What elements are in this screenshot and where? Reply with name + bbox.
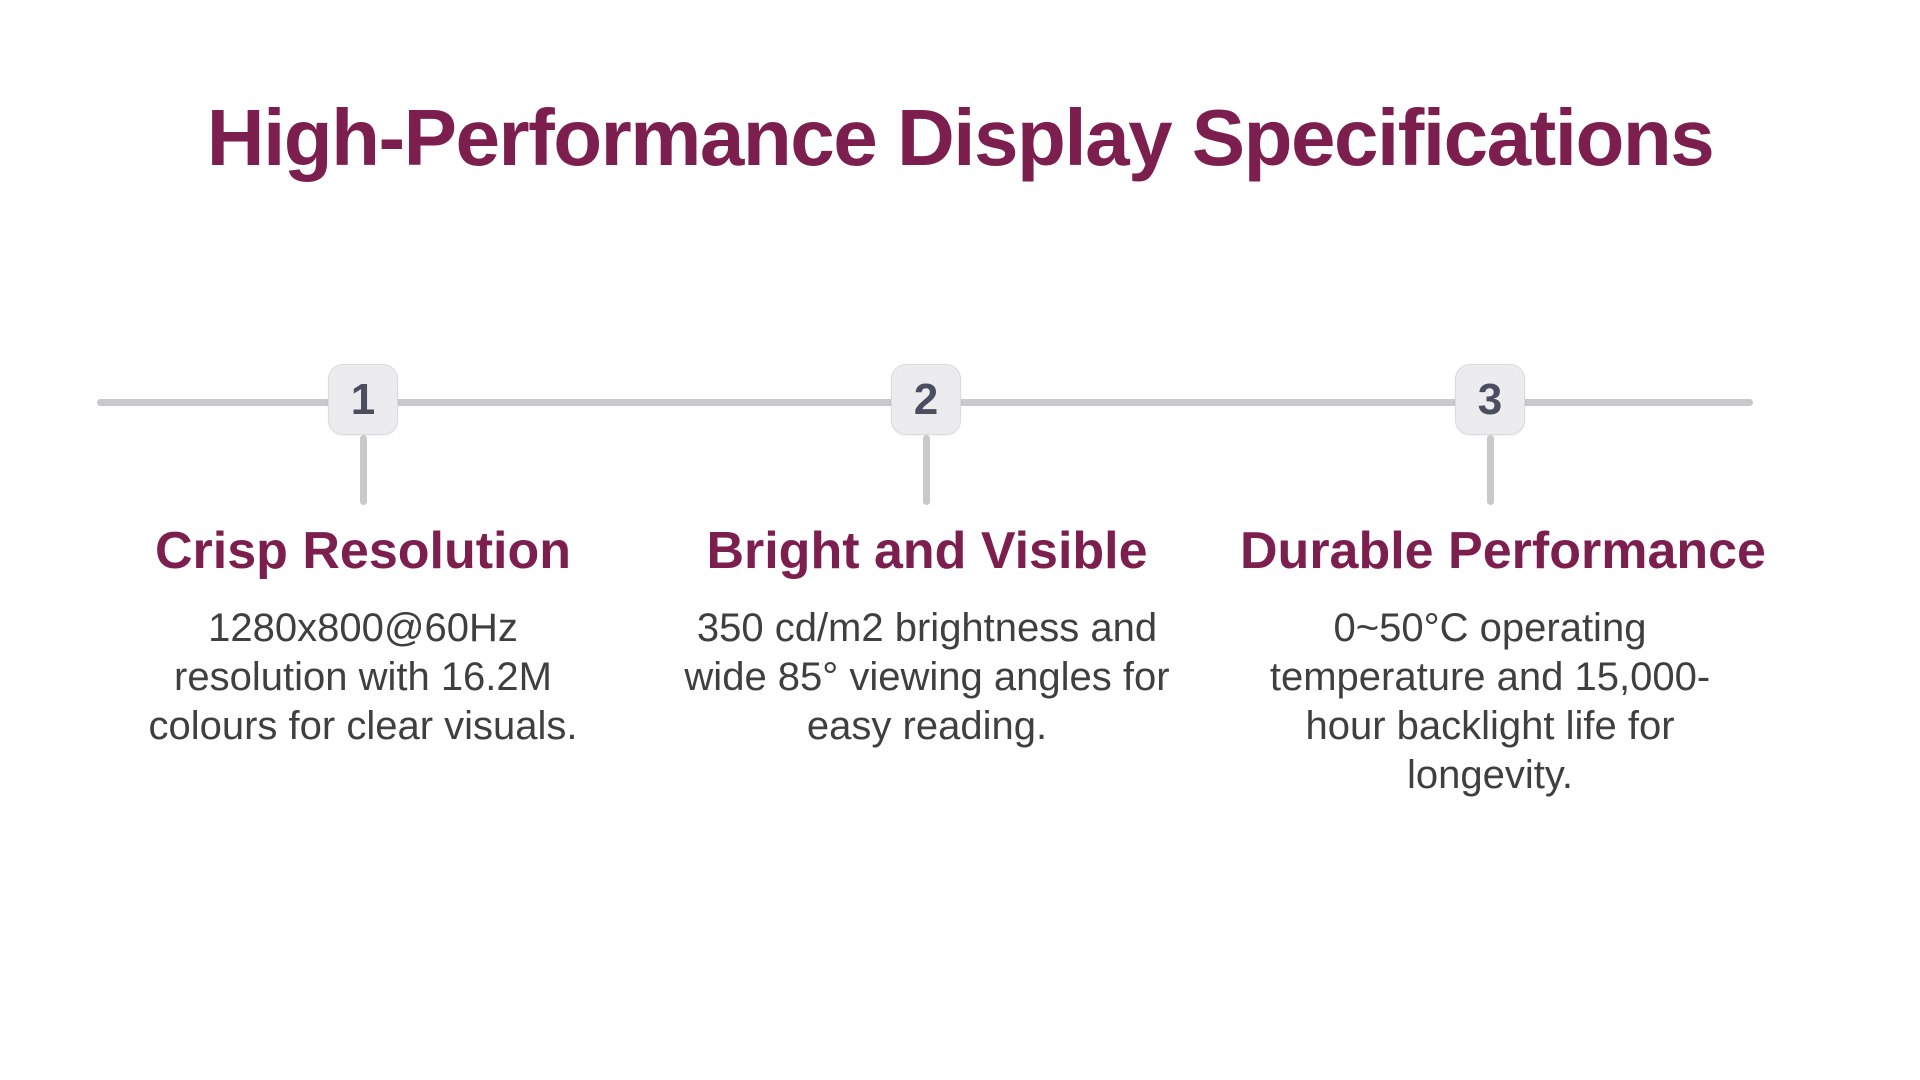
step-1-column: Crisp Resolution 1280x800@60Hz resolutio…	[113, 522, 613, 751]
step-1-connector-line	[360, 435, 367, 505]
step-1-description-line: colours for clear visuals.	[148, 703, 578, 748]
step-3-number: 3	[1477, 374, 1503, 424]
step-3-heading: Durable Performance	[1240, 522, 1766, 580]
step-1-description-line: resolution with 16.2M	[174, 654, 552, 699]
step-1-number: 1	[350, 374, 376, 424]
step-3-description-line: 0~50°C operating	[1333, 605, 1647, 650]
step-3-description-line: longevity.	[1406, 752, 1573, 797]
step-1-description-line: 1280x800@60Hz	[208, 605, 518, 650]
step-2-heading: Bright and Visible	[706, 522, 1148, 580]
page-title: High-Performance Display Specifications	[206, 93, 1715, 182]
step-1-description: 1280x800@60Hz resolution with 16.2M colo…	[113, 604, 613, 751]
step-2-connector-line	[923, 435, 930, 505]
step-3-column: Durable Performance 0~50°C operating tem…	[1240, 522, 1766, 800]
step-3-description-line: hour backlight life for	[1305, 703, 1675, 748]
step-3-description-line: temperature and 15,000-	[1269, 654, 1711, 699]
step-2-number: 2	[913, 374, 939, 424]
step-1-badge: 1	[328, 364, 398, 435]
step-2-column: Bright and Visible 350 cd/m2 brightness …	[677, 522, 1177, 751]
step-2-description: 350 cd/m2 brightness and wide 85° viewin…	[677, 604, 1177, 751]
step-3-badge: 3	[1455, 364, 1525, 435]
step-2-description-line: 350 cd/m2 brightness and	[696, 605, 1158, 650]
step-3-description: 0~50°C operating temperature and 15,000-…	[1240, 604, 1740, 800]
step-2-badge: 2	[891, 364, 961, 435]
step-2-description-line: easy reading.	[806, 703, 1048, 748]
step-1-heading: Crisp Resolution	[154, 522, 572, 580]
step-3-connector-line	[1487, 435, 1494, 505]
step-2-description-line: wide 85° viewing angles for	[684, 654, 1170, 699]
